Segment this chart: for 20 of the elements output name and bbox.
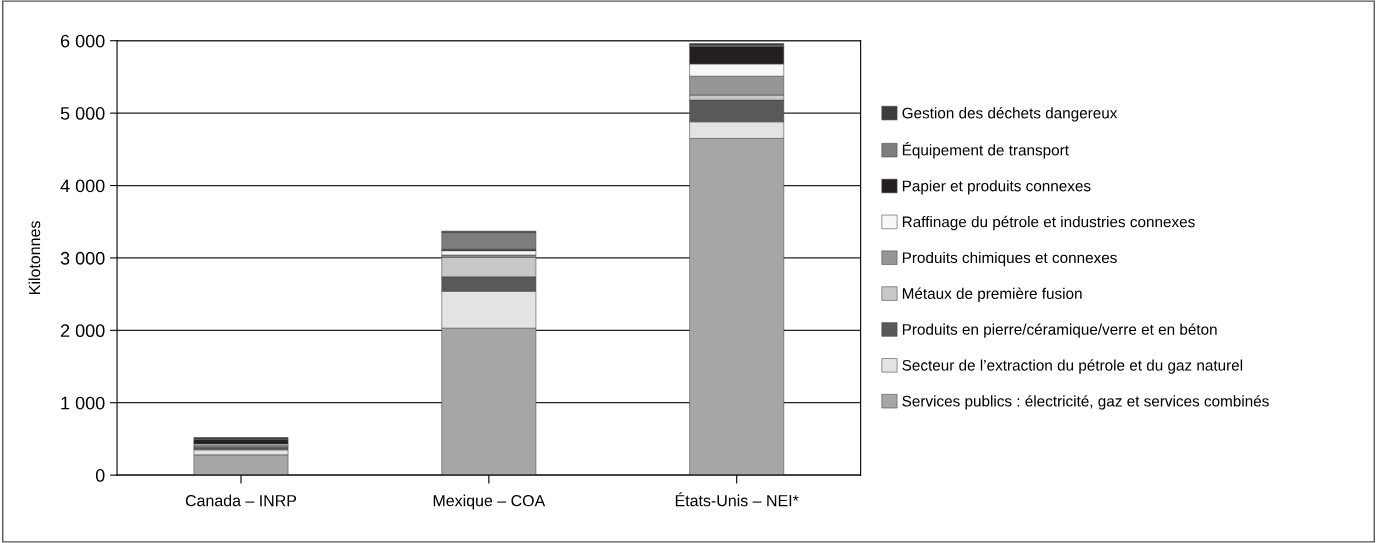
y-tick-label: 4 000	[60, 179, 105, 193]
legend-label: Équipement de transport	[902, 142, 1069, 159]
legend-label: Secteur de l’extraction du pétrole et du gaz naturel	[902, 359, 1243, 374]
y-tick-label: 3 000	[60, 251, 105, 265]
legend-label: Produits en pierre/céramique/verre et en béton	[902, 323, 1217, 338]
y-tick-label: 6 000	[60, 34, 105, 48]
y-tick-label: 2 000	[60, 324, 105, 338]
y-tick-label: 0	[95, 469, 105, 482]
y-tick-label: 1 000	[61, 396, 105, 410]
legend-label: Raffinage du pétrole et industries connexes	[902, 215, 1195, 231]
y-axis-title: Kilotonnes	[28, 221, 41, 294]
y-tick-label: 5 000	[60, 107, 105, 120]
legend-label: Gestion des déchets dangereux	[902, 107, 1118, 122]
legend-label: Produits chimiques et connexes	[902, 251, 1117, 267]
x-tick-label: Canada – INRP	[185, 494, 297, 507]
legend-label: Services publics : électricité, gaz et services combinés	[902, 395, 1269, 410]
legend-label: Papier et produits connexes	[902, 180, 1091, 195]
x-tick-label: États-Unis – NEI*	[675, 492, 799, 507]
legend-label: Métaux de première fusion	[902, 287, 1082, 302]
x-tick-label: Mexique – COA	[433, 494, 546, 510]
